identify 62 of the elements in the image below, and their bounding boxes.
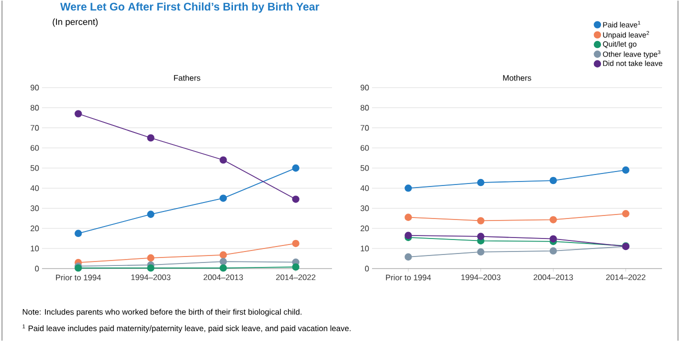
y-tick-label: 40 [30,185,39,191]
point [477,216,484,224]
point [550,216,557,224]
x-tick-label: Prior to 1994 [386,274,431,280]
x-tick-label: 1994–2003 [131,274,170,280]
y-tick-label: 90 [30,84,39,90]
y-tick-label: 30 [360,205,369,212]
y-tick-label: 60 [30,145,39,151]
y-tick-label: 0 [35,266,39,272]
text: $^{1}$ Paid leave includes paid maternity/paternity leave, paid sick leave, and paid vacation leave. [22,324,351,333]
y-tick-label: 40 [360,185,369,191]
point [292,195,300,203]
y-tick-label: 10 [30,246,39,252]
point [477,178,484,186]
point [550,235,557,242]
x-tick-label: 2014–2022 [276,274,316,280]
y-tick-label: 30 [30,205,39,212]
point [622,166,630,174]
point [74,230,82,237]
x-tick-label: 2004–2013 [534,274,573,280]
point [220,251,227,258]
point [220,156,227,164]
point [292,263,300,271]
text: (In percent) [52,18,98,27]
point [550,176,557,184]
y-tick-label: 80 [30,104,39,110]
y-tick-label: 50 [360,165,369,171]
point [292,240,300,248]
point [220,264,227,272]
point [404,184,412,192]
chart-title: Fathers [174,74,200,81]
point [292,164,300,172]
point [220,194,227,202]
y-tick-label: 80 [360,104,369,110]
point [404,253,412,260]
text: Note: Includes parents who worked before the birth of their first biological child. [22,308,302,316]
point [147,134,154,142]
y-tick-label: 60 [360,145,369,151]
y-tick-label: 0 [365,266,369,272]
y-tick-label: 70 [360,124,369,131]
y-tick-label: 10 [360,246,369,252]
y-tick-label: 20 [30,225,39,232]
y-tick-label: 90 [360,84,369,90]
point [147,254,154,262]
chart-title: Mothers [503,74,532,81]
point [147,210,154,218]
x-tick-label: 2014–2022 [606,274,646,280]
x-tick-label: Prior to 1994 [56,274,101,280]
point [550,247,557,254]
point [74,110,82,118]
y-tick-label: 70 [30,124,39,131]
x-tick-label: 2004–2013 [204,274,243,280]
point [147,264,154,272]
y-tick-label: 20 [360,225,369,232]
y-tick-label: 50 [30,165,39,171]
point [622,210,630,218]
point [220,258,227,266]
point [404,214,412,221]
point [477,248,484,256]
point [477,232,484,240]
x-tick-label: 1994–2003 [461,274,500,280]
text: Were Let Go After First Child’s Birth by Birth Year [60,2,320,13]
